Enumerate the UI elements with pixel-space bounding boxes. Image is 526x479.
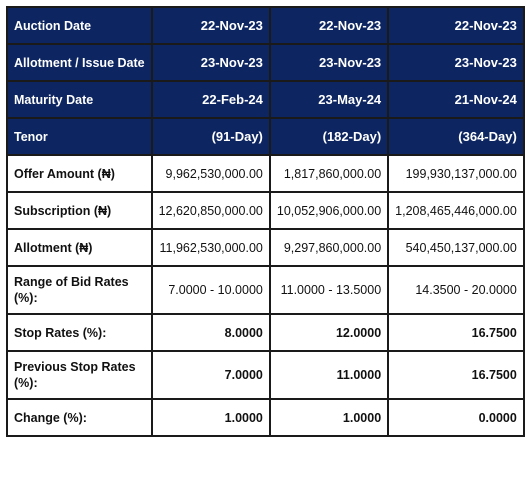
range-of-bid-rates-364: 14.3500 - 20.0000 <box>387 265 525 315</box>
maturity-date-91: 22-Feb-24 <box>150 80 271 119</box>
allotment-issue-date-182: 23-Nov-23 <box>268 43 390 82</box>
allotment-91: 11,962,530,000.00 <box>150 228 271 267</box>
previous-stop-rates-91: 7.0000 <box>150 350 271 400</box>
range-of-bid-rates-182: 11.0000 - 13.5000 <box>268 265 390 315</box>
change-364: 0.0000 <box>387 398 525 437</box>
tenor-label: Tenor <box>6 117 153 156</box>
allotment-issue-date-label: Allotment / Issue Date <box>6 43 153 82</box>
row-maturity-date: Maturity Date 22-Feb-24 23-May-24 21-Nov… <box>6 80 525 119</box>
auction-date-label: Auction Date <box>6 6 153 45</box>
subscription-label: Subscription (₦) <box>6 191 153 230</box>
maturity-date-364: 21-Nov-24 <box>387 80 525 119</box>
subscription-91: 12,620,850,000.00 <box>150 191 271 230</box>
row-range-of-bid-rates: Range of Bid Rates (%): 7.0000 - 10.0000… <box>6 265 525 315</box>
stop-rates-182: 12.0000 <box>268 313 390 352</box>
allotment-182: 9,297,860,000.00 <box>268 228 390 267</box>
tenor-182: (182-Day) <box>268 117 390 156</box>
allotment-issue-date-364: 23-Nov-23 <box>387 43 525 82</box>
auction-date-91: 22-Nov-23 <box>150 6 271 45</box>
row-auction-date: Auction Date 22-Nov-23 22-Nov-23 22-Nov-… <box>6 6 525 45</box>
row-stop-rates: Stop Rates (%): 8.0000 12.0000 16.7500 <box>6 313 525 352</box>
previous-stop-rates-364: 16.7500 <box>387 350 525 400</box>
auction-date-364: 22-Nov-23 <box>387 6 525 45</box>
maturity-date-label: Maturity Date <box>6 80 153 119</box>
maturity-date-182: 23-May-24 <box>268 80 390 119</box>
stop-rates-label: Stop Rates (%): <box>6 313 153 352</box>
row-allotment-issue-date: Allotment / Issue Date 23-Nov-23 23-Nov-… <box>6 43 525 82</box>
auction-results-table-container: Auction Date 22-Nov-23 22-Nov-23 22-Nov-… <box>6 6 525 437</box>
row-offer-amount: Offer Amount (₦) 9,962,530,000.00 1,817,… <box>6 154 525 193</box>
tenor-91: (91-Day) <box>150 117 271 156</box>
row-allotment: Allotment (₦) 11,962,530,000.00 9,297,86… <box>6 228 525 267</box>
row-tenor: Tenor (91-Day) (182-Day) (364-Day) <box>6 117 525 156</box>
stop-rates-364: 16.7500 <box>387 313 525 352</box>
allotment-issue-date-91: 23-Nov-23 <box>150 43 271 82</box>
change-label: Change (%): <box>6 398 153 437</box>
range-of-bid-rates-91: 7.0000 - 10.0000 <box>150 265 271 315</box>
auction-results-table: Auction Date 22-Nov-23 22-Nov-23 22-Nov-… <box>6 6 525 437</box>
offer-amount-91: 9,962,530,000.00 <box>150 154 271 193</box>
tenor-364: (364-Day) <box>387 117 525 156</box>
allotment-364: 540,450,137,000.00 <box>387 228 525 267</box>
auction-date-182: 22-Nov-23 <box>268 6 390 45</box>
range-of-bid-rates-label: Range of Bid Rates (%): <box>6 265 153 315</box>
subscription-182: 10,052,906,000.00 <box>268 191 390 230</box>
previous-stop-rates-182: 11.0000 <box>268 350 390 400</box>
row-change: Change (%): 1.0000 1.0000 0.0000 <box>6 398 525 437</box>
row-previous-stop-rates: Previous Stop Rates (%): 7.0000 11.0000 … <box>6 350 525 400</box>
stop-rates-91: 8.0000 <box>150 313 271 352</box>
change-91: 1.0000 <box>150 398 271 437</box>
change-182: 1.0000 <box>268 398 390 437</box>
offer-amount-label: Offer Amount (₦) <box>6 154 153 193</box>
offer-amount-364: 199,930,137,000.00 <box>387 154 525 193</box>
allotment-label: Allotment (₦) <box>6 228 153 267</box>
row-subscription: Subscription (₦) 12,620,850,000.00 10,05… <box>6 191 525 230</box>
subscription-364: 1,208,465,446,000.00 <box>387 191 525 230</box>
offer-amount-182: 1,817,860,000.00 <box>268 154 390 193</box>
previous-stop-rates-label: Previous Stop Rates (%): <box>6 350 153 400</box>
